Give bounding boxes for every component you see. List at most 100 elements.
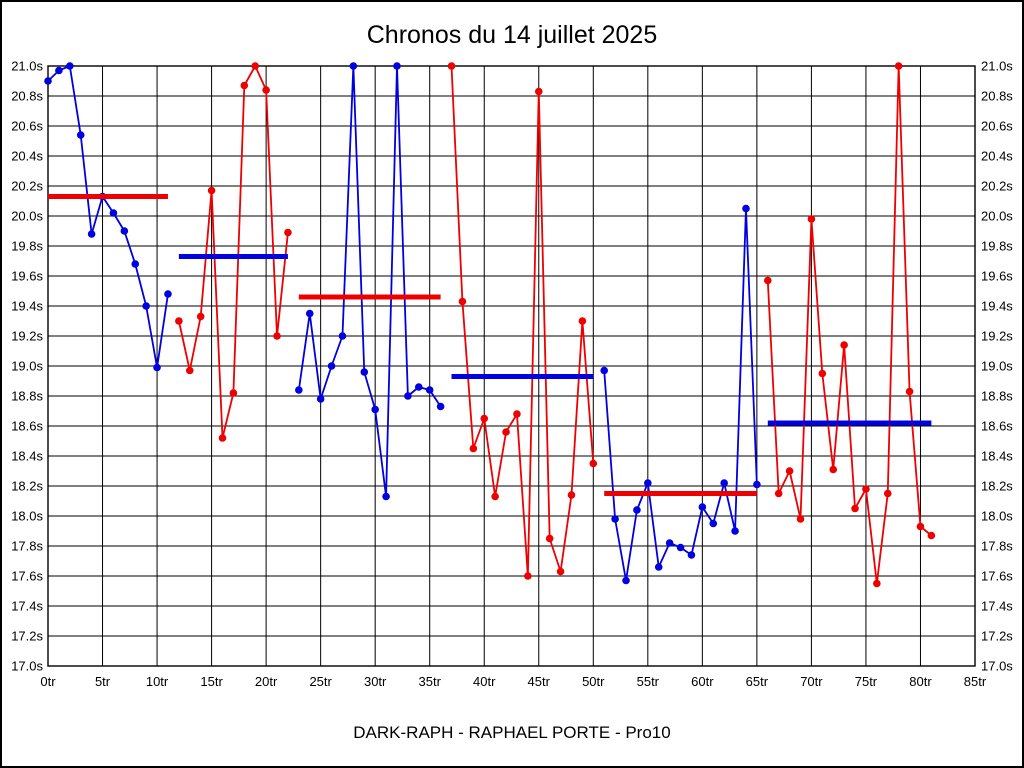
x-axis-tick-label: 35tr: [419, 674, 442, 689]
series: [44, 62, 936, 588]
y-axis-tick-label-right: 18.6s: [981, 419, 1013, 434]
y-axis-tick-label-left: 18.8s: [11, 389, 43, 404]
lap-point: [360, 368, 369, 376]
lap-point: [447, 62, 456, 70]
y-axis-tick-label-right: 17.0s: [981, 659, 1013, 674]
y-axis-tick-label-right: 20.6s: [981, 119, 1013, 134]
x-axis-tick-label: 0tr: [40, 674, 56, 689]
y-axis-tick-label-right: 18.4s: [981, 449, 1013, 464]
lap-point: [862, 485, 870, 493]
y-axis-tick-label-left: 20.6s: [11, 119, 43, 134]
lap-point: [480, 414, 489, 423]
x-axis-tick-label: 50tr: [582, 674, 605, 689]
x-axis-tick-label: 25tr: [309, 674, 332, 689]
lap-point: [371, 405, 379, 414]
x-axis-tick-label: 75tr: [855, 674, 878, 689]
x-axis-tick-label: 45tr: [528, 674, 551, 689]
y-axis-tick-label-left: 19.8s: [11, 239, 43, 254]
y-axis-tick-label-left: 17.0s: [11, 659, 43, 674]
lap-point: [753, 480, 761, 489]
lap-series-stint-4: [450, 65, 595, 577]
lap-point: [131, 260, 140, 268]
x-axis-tick-label: 65tr: [746, 674, 769, 689]
lap-point: [763, 276, 772, 285]
lap-point: [676, 543, 685, 552]
lap-point: [393, 62, 401, 70]
y-axis-tick-label-right: 19.6s: [981, 269, 1013, 284]
x-axis-tick-label: 30tr: [364, 674, 387, 689]
lap-point: [916, 522, 925, 531]
y-axis-tick-label-left: 18.2s: [11, 479, 43, 494]
lap-series-stint-2: [177, 65, 289, 439]
lap-point: [305, 309, 314, 318]
lap-point: [665, 539, 674, 547]
lap-point: [295, 386, 303, 394]
lap-point: [905, 387, 914, 396]
y-axis-tick-label-left: 19.6s: [11, 269, 43, 284]
lap-point: [840, 341, 848, 349]
lap-point: [251, 62, 260, 70]
y-axis-tick-label-left: 17.2s: [11, 629, 43, 644]
lap-point: [404, 392, 412, 400]
lap-point: [87, 230, 96, 238]
y-axis-tick-label-right: 21.0s: [981, 59, 1013, 74]
y-axis-tick-label-right: 20.2s: [981, 179, 1013, 194]
lap-point: [644, 479, 652, 487]
lap-point: [698, 503, 707, 511]
lap-point: [567, 491, 576, 499]
lap-point: [207, 186, 216, 195]
lap-point: [534, 87, 543, 96]
lap-point: [55, 66, 63, 75]
lap-point: [382, 492, 390, 501]
lap-point: [556, 567, 565, 576]
y-axis-tick-label-left: 17.4s: [11, 599, 43, 614]
lap-point: [327, 362, 336, 370]
y-axis-tick-label-right: 20.0s: [981, 209, 1013, 224]
x-axis-tick-label: 85tr: [964, 674, 987, 689]
x-axis-tick-label: 20tr: [255, 674, 278, 689]
x-axis-tick-label: 55tr: [637, 674, 660, 689]
y-axis-tick-label-right: 17.8s: [981, 539, 1013, 554]
lap-point: [44, 77, 52, 85]
lap-series-stint-1: [47, 65, 169, 369]
lap-point: [622, 576, 630, 585]
lap-point: [654, 563, 663, 571]
lap-point: [262, 86, 270, 94]
lap-point: [807, 215, 816, 223]
y-axis-tick-label-right: 17.4s: [981, 599, 1013, 614]
y-axis-tick-label-left: 20.0s: [11, 209, 43, 224]
lap-point: [436, 402, 445, 411]
lap-point: [927, 531, 936, 540]
x-axis-tick-label: 5tr: [95, 674, 111, 689]
lap-point: [818, 369, 827, 378]
x-axis-tick-label: 70tr: [800, 674, 823, 689]
lap-point: [66, 62, 74, 70]
lap-point: [524, 572, 532, 580]
y-axis-tick-label-right: 17.6s: [981, 569, 1013, 584]
lap-point: [316, 395, 325, 403]
y-axis-tick-label-right: 17.2s: [981, 629, 1013, 644]
y-axis-tick-label-right: 19.8s: [981, 239, 1013, 254]
lap-point: [513, 410, 521, 418]
lap-point: [349, 62, 358, 70]
lap-point: [164, 290, 172, 298]
lap-point: [284, 228, 292, 237]
lap-series-stint-6: [766, 65, 933, 585]
y-axis-tick-label-left: 21.0s: [11, 59, 43, 74]
y-axis-tick-label-right: 18.8s: [981, 389, 1013, 404]
lap-point: [687, 551, 696, 559]
x-axis-tick-label: 60tr: [691, 674, 714, 689]
lap-point: [491, 492, 499, 501]
y-axis-tick-label-right: 20.4s: [981, 149, 1013, 164]
y-axis-tick-label-right: 18.2s: [981, 479, 1013, 494]
chart-title: Chronos du 14 juillet 2025: [366, 21, 658, 49]
x-axis-tick-label: 15tr: [200, 674, 223, 689]
lap-point: [415, 383, 423, 391]
y-axis-tick-label-right: 19.2s: [981, 329, 1013, 344]
lap-point: [633, 506, 641, 514]
lap-point: [196, 312, 205, 321]
lap-point: [578, 317, 587, 325]
lap-point: [273, 332, 281, 340]
lap-point: [589, 459, 598, 468]
